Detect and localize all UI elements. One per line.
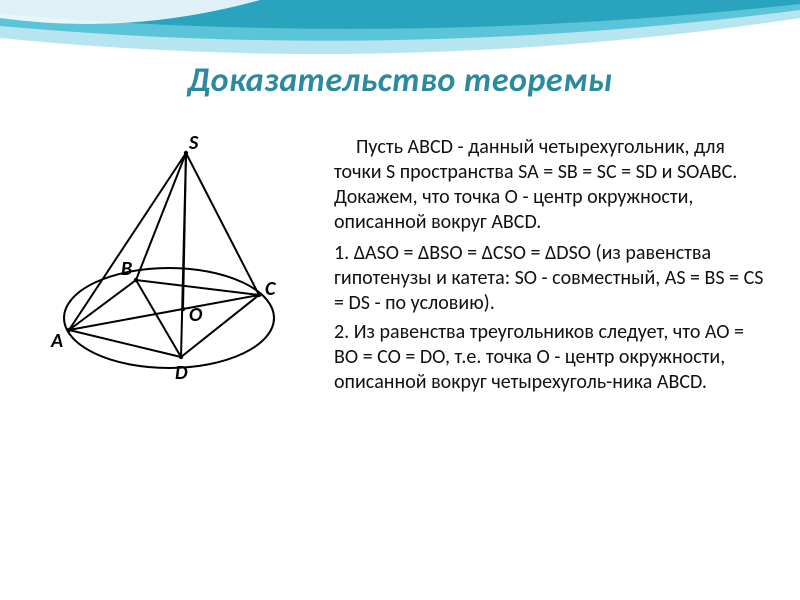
label-o: O xyxy=(189,303,203,327)
label-s: S xyxy=(188,135,199,155)
label-b: B xyxy=(121,257,132,281)
step-2: 2. Из равенства треугольников следует, ч… xyxy=(334,320,764,395)
slide: Доказательство теоремы xyxy=(0,0,800,600)
pyramid-svg: S A B C D O xyxy=(36,135,316,395)
proof-text: Пусть ABCD - данный четырехугольник, для… xyxy=(334,135,764,580)
content-area: S A B C D O Пусть ABCD - данный четыреху… xyxy=(36,135,764,580)
lead-paragraph: Пусть ABCD - данный четырехугольник, для… xyxy=(334,135,764,235)
label-c: C xyxy=(265,277,277,301)
diagram: S A B C D O xyxy=(36,135,316,580)
slide-title: Доказательство теоремы xyxy=(0,60,800,101)
step-1: 1. ΔASO = ΔBSO = ΔCSO = ΔDSO (из равенст… xyxy=(334,241,764,316)
label-d: D xyxy=(175,361,188,385)
label-a: A xyxy=(50,329,63,353)
